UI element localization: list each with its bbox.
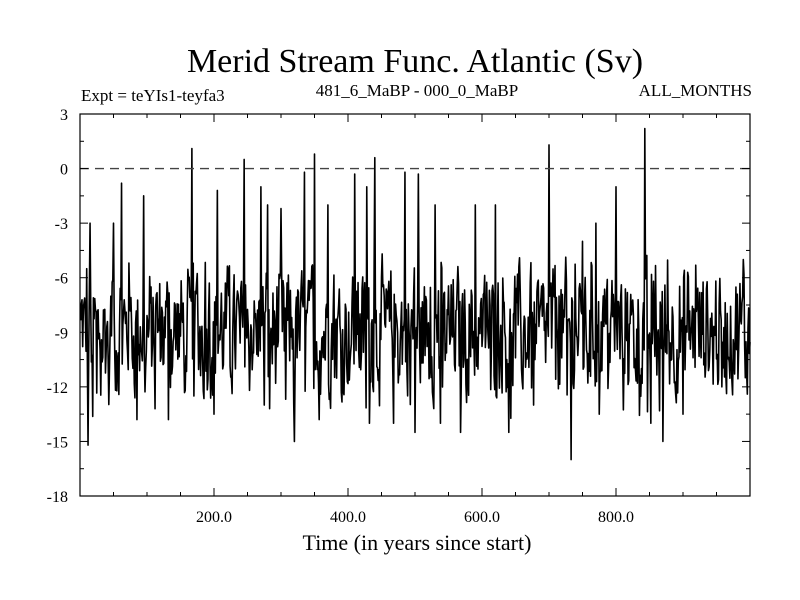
x-tick-label: 200.0 [196, 509, 232, 526]
period-label: 481_6_MaBP - 000_0_MaBP [316, 81, 518, 100]
x-tick-label: 800.0 [598, 509, 634, 526]
x-tick-label: 600.0 [464, 509, 500, 526]
months-label: ALL_MONTHS [639, 81, 752, 100]
y-tick-label: -6 [55, 271, 68, 288]
data-series [79, 127, 751, 461]
series-line [79, 127, 751, 461]
chart-title: Merid Stream Func. Atlantic (Sv) [187, 43, 643, 80]
y-tick-label: -12 [47, 380, 68, 397]
y-tick-label: 3 [60, 107, 68, 124]
y-tick-label: -18 [47, 489, 68, 506]
y-tick-label: -9 [55, 325, 68, 342]
y-axis: 3 0 -3 -6 -9 -12 -15 -18 [47, 107, 750, 506]
experiment-label: Expt = teYIs1-teyfa3 [81, 86, 225, 105]
y-tick-label: -3 [55, 216, 68, 233]
x-axis-label: Time (in years since start) [303, 530, 532, 555]
x-axis: 200.0 400.0 600.0 800.0 [113, 114, 717, 526]
y-tick-label: -15 [47, 434, 68, 451]
x-tick-label: 400.0 [330, 509, 366, 526]
y-tick-label: 0 [60, 162, 68, 179]
